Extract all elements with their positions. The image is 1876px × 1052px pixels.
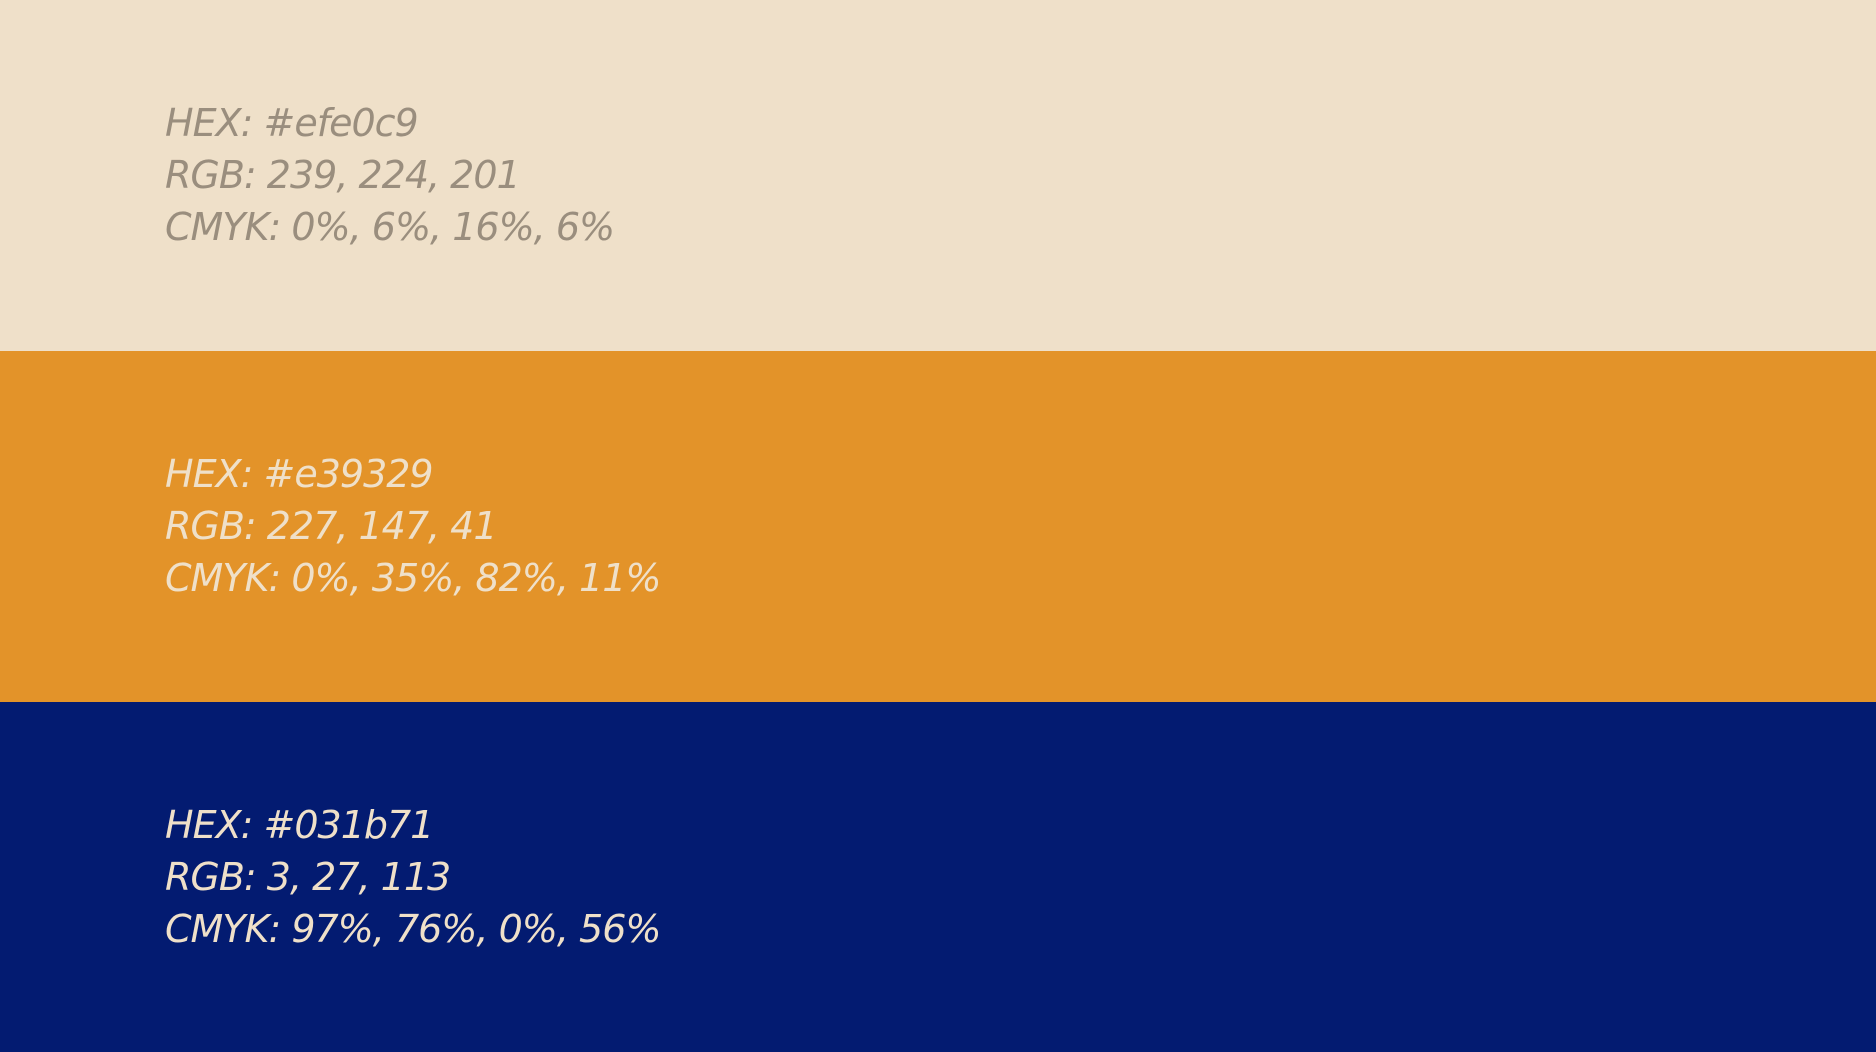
rgb-value: RGB: 239, 224, 201 [165, 153, 521, 197]
hex-value: HEX: #031b71 [165, 803, 434, 847]
swatch-navy: HEX: #031b71 RGB: 3, 27, 113 CMYK: 97%, … [0, 702, 1876, 1052]
rgb-value: RGB: 227, 147, 41 [165, 504, 498, 548]
hex-value: HEX: #efe0c9 [165, 101, 419, 145]
swatch-info: HEX: #e39329 RGB: 227, 147, 41 CMYK: 0%,… [165, 448, 661, 604]
cmyk-value: CMYK: 0%, 35%, 82%, 11% [165, 556, 661, 600]
swatch-cream: HEX: #efe0c9 RGB: 239, 224, 201 CMYK: 0%… [0, 0, 1876, 351]
swatch-info: HEX: #031b71 RGB: 3, 27, 113 CMYK: 97%, … [165, 799, 661, 955]
hex-value: HEX: #e39329 [165, 452, 434, 496]
swatch-orange: HEX: #e39329 RGB: 227, 147, 41 CMYK: 0%,… [0, 351, 1876, 702]
cmyk-value: CMYK: 97%, 76%, 0%, 56% [165, 907, 661, 951]
swatch-info: HEX: #efe0c9 RGB: 239, 224, 201 CMYK: 0%… [165, 97, 615, 253]
cmyk-value: CMYK: 0%, 6%, 16%, 6% [165, 205, 615, 249]
rgb-value: RGB: 3, 27, 113 [165, 855, 451, 899]
